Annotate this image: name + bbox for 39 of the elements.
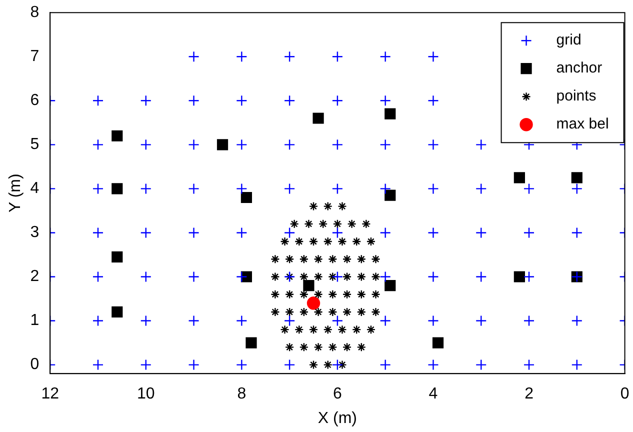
x-tick-label: 4 [428, 386, 438, 403]
legend-label: points [556, 88, 596, 105]
point [112, 183, 123, 194]
point [384, 280, 396, 292]
point [384, 190, 396, 201]
point [303, 280, 314, 292]
y-tick-label: 8 [30, 4, 40, 22]
y-axis-title: Y (m) [7, 174, 24, 213]
legend-label: max bel [556, 116, 609, 133]
y-tick-label: 5 [30, 136, 40, 154]
y-tick-label: 6 [30, 92, 40, 110]
x-tick-label: 2 [524, 386, 534, 403]
point [112, 306, 123, 318]
point [384, 108, 396, 120]
legend-label: anchor [556, 60, 602, 77]
point [514, 271, 525, 282]
y-tick-label: 7 [30, 48, 40, 66]
point [246, 337, 257, 348]
x-tick-label: 0 [620, 386, 630, 403]
point [571, 172, 582, 184]
y-tick-label: 3 [30, 224, 40, 242]
x-tick-label: 6 [332, 386, 342, 403]
point [312, 112, 324, 124]
y-tick-label: 1 [30, 312, 40, 330]
point [306, 296, 320, 310]
y-tick-label: 0 [30, 356, 40, 374]
point [112, 251, 123, 262]
point [112, 130, 123, 142]
x-axis-title: X (m) [318, 410, 358, 427]
x-tick-label: 8 [237, 386, 246, 403]
point [240, 192, 252, 204]
y-tick-label: 4 [30, 180, 40, 198]
point [514, 172, 525, 184]
legend-label: grid [556, 32, 582, 49]
x-tick-label: 10 [136, 386, 155, 403]
point [432, 337, 444, 348]
y-tick-label: 2 [30, 268, 40, 286]
point [216, 139, 228, 150]
x-tick-label: 12 [41, 386, 60, 403]
